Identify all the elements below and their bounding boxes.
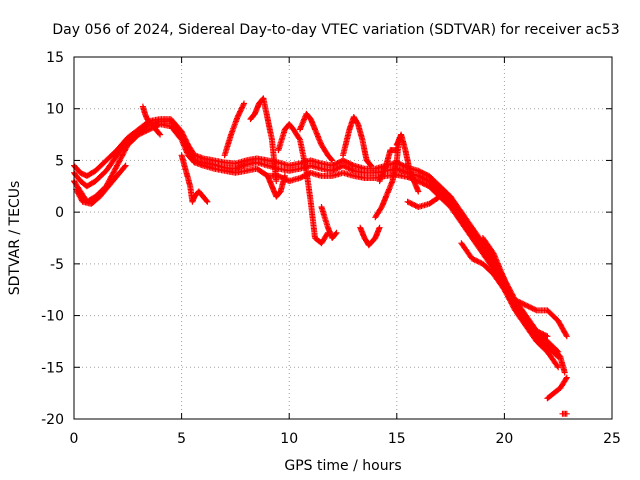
- y-tick-label: 10: [46, 102, 64, 118]
- y-tick-label: -20: [41, 412, 64, 428]
- y-tick-label: -15: [41, 360, 64, 376]
- x-tick-label: 0: [70, 431, 79, 447]
- y-axis-ticks: -20 -15 -10 -5 0 5 10 15: [41, 50, 612, 428]
- x-tick-label: 10: [280, 431, 298, 447]
- data-series-track-g: [221, 100, 247, 159]
- data-series-track-d: [73, 162, 129, 207]
- data-series-track-h: [247, 95, 280, 185]
- y-tick-label: 5: [55, 153, 64, 169]
- y-tick-label: -5: [50, 257, 64, 273]
- x-tick-label: 25: [603, 431, 621, 447]
- gridlines: [74, 57, 612, 419]
- data-series-track-e: [139, 103, 164, 138]
- data-series-track-i: [264, 172, 288, 200]
- data-series-track-v: [544, 374, 570, 402]
- x-tick-label: 20: [495, 431, 513, 447]
- data-points: [71, 95, 570, 417]
- data-series-track-q: [393, 131, 422, 195]
- y-tick-label: -10: [41, 309, 64, 325]
- data-series-track-j: [275, 121, 331, 247]
- data-series-track-l: [318, 204, 340, 241]
- data-series-track-k: [297, 110, 336, 164]
- data-series-track-n: [357, 224, 383, 249]
- y-axis-label: SDTVAR / TECUs: [7, 181, 23, 296]
- data-series-track-x: [559, 410, 570, 417]
- data-series-track-m: [340, 114, 374, 169]
- data-series-track-o: [376, 147, 400, 185]
- data-series-track-w: [553, 348, 568, 376]
- data-series-track-r: [404, 193, 454, 210]
- plot-frame: [73, 56, 613, 420]
- y-tick-label: 15: [46, 50, 64, 66]
- x-tick-label: 15: [388, 431, 406, 447]
- x-axis-ticks: 0 5 10 15 20 25: [70, 57, 621, 447]
- data-series-track-f: [178, 152, 211, 205]
- chart-title: Day 056 of 2024, Sidereal Day-to-day VTE…: [52, 22, 619, 38]
- y-tick-label: 0: [55, 205, 64, 221]
- data-series-track-p: [372, 136, 402, 221]
- data-series-track-t: [479, 235, 551, 340]
- x-axis-label: GPS time / hours: [284, 458, 401, 474]
- data-series-track-u: [512, 297, 570, 340]
- x-tick-label: 5: [177, 431, 186, 447]
